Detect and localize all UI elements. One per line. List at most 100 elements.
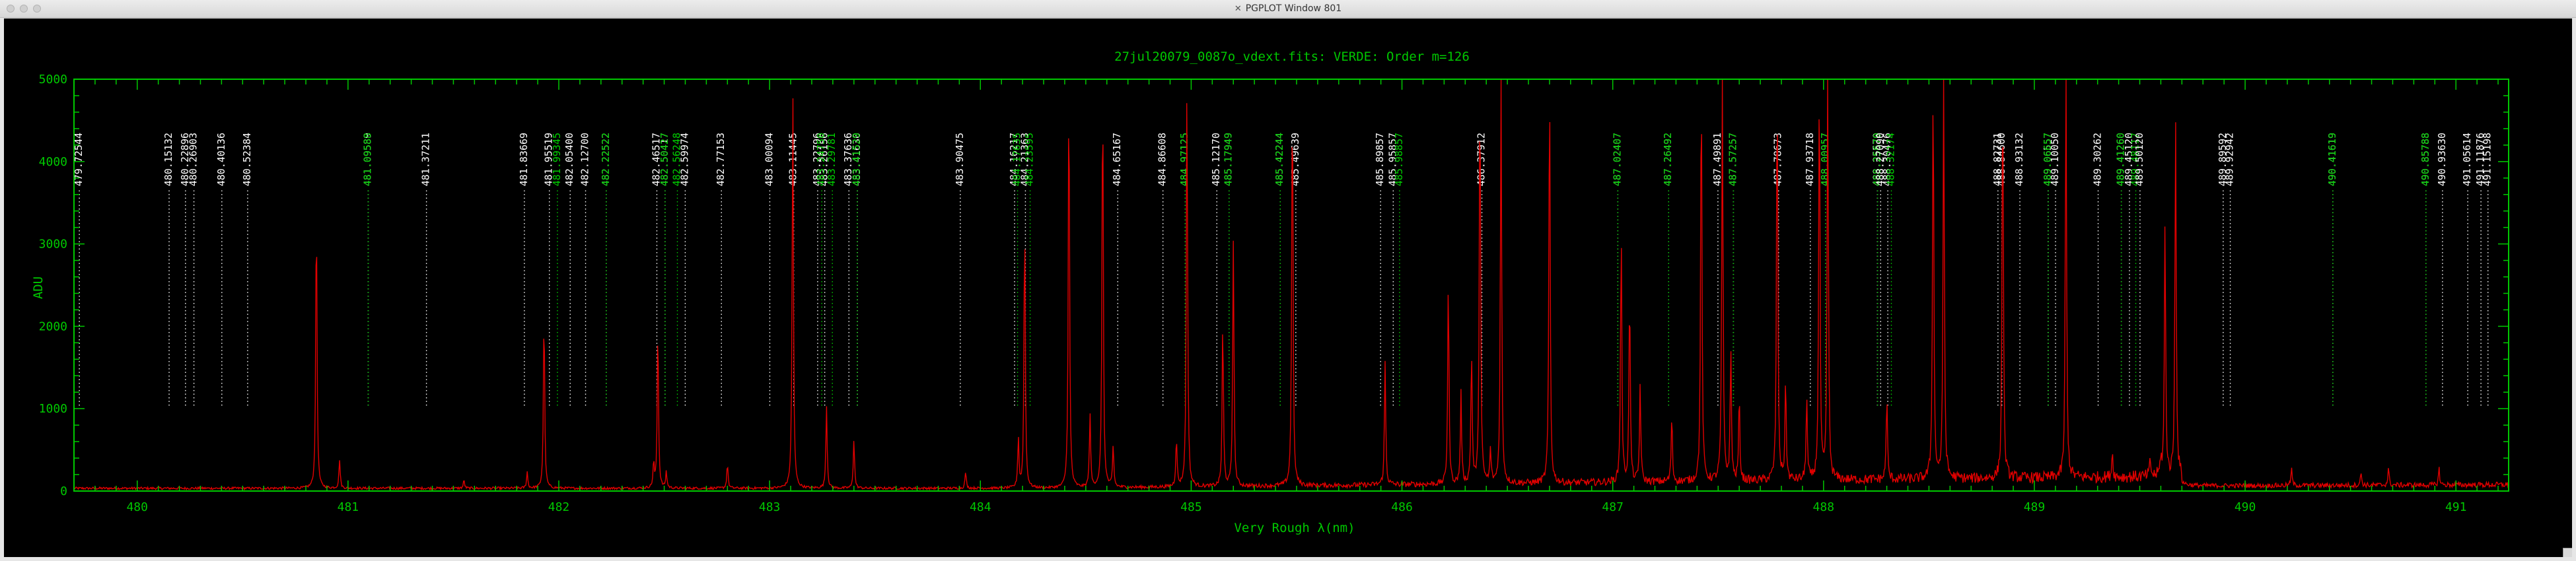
line-marker-label: 480.40136 [215, 133, 227, 186]
line-marker-label: 483.24750 [815, 133, 827, 186]
line-marker-label: 480.52384 [241, 133, 253, 186]
line-marker-label: 488.82731 [1991, 133, 2003, 186]
line-marker-label: 490.85788 [2419, 133, 2431, 186]
line-marker-label: 485.12170 [1210, 133, 1222, 186]
line-marker-label: 485.95857 [1386, 133, 1398, 186]
x-axis-ticks: 480 481 482 483 484 485 486 487 488 489 490 491 [73, 79, 2499, 514]
line-marker-label: 488.30476 [1881, 133, 1893, 186]
line-marker-label: 487.26492 [1662, 133, 1674, 186]
line-marker-label: 480.26903 [188, 133, 199, 186]
resize-handle[interactable] [2563, 548, 2572, 557]
line-marker-label: 487.57257 [1727, 133, 1738, 186]
line-marker-label: 481.09589 [361, 133, 373, 186]
line-marker-label: 488.27090 [1874, 133, 1886, 186]
y-tick-label: 3000 [39, 238, 67, 251]
line-marker-label: 487.26492 [1662, 133, 1674, 186]
line-marker-label: 491.11876 [2474, 133, 2486, 186]
line-marker-label: 481.09588 [361, 133, 373, 186]
line-marker-label: 480.15132 [162, 133, 174, 186]
line-marker-label: 488.93132 [2013, 133, 2025, 186]
line-marker-label: 482.46517 [650, 133, 662, 186]
x-axis-label: Very Rough λ(nm) [1234, 521, 1355, 535]
line-marker-label: 481.37211 [420, 133, 432, 186]
line-marker-label: 487.02407 [1611, 133, 1623, 186]
line-marker-label: 486.37912 [1476, 133, 1487, 186]
line-marker-label: 485.42244 [1273, 133, 1285, 186]
line-marker-label: 481.99345 [551, 133, 563, 186]
line-marker-label: 482.22522 [600, 133, 612, 186]
line-marker-label: 483.22796 [811, 133, 823, 186]
line-marker-label: 483.00094 [763, 133, 775, 186]
x-tick-label: 486 [1391, 500, 1413, 514]
line-marker-label: 488.25679 [1871, 133, 1883, 186]
line-marker-label: 479.72544 [73, 133, 85, 186]
line-marker-label: 482.12700 [579, 133, 591, 186]
line-marker-label: 482.22522 [600, 133, 612, 186]
y-tick-label: 0 [60, 484, 67, 498]
plot-frame [73, 79, 2509, 492]
line-marker-label: 487.93718 [1804, 133, 1816, 186]
line-marker-label: 491.15198 [2482, 133, 2493, 186]
line-marker-label: 485.49639 [1289, 133, 1301, 186]
line-marker-label: 484.16217 [1008, 133, 1020, 186]
line-marker-label: 482.50427 [659, 133, 670, 186]
line-marker-label: 490.41619 [2326, 133, 2338, 186]
line-marker-label: 484.21363 [1019, 133, 1030, 186]
line-marker-label: 488.84600 [1995, 133, 2007, 186]
line-marker-label: 482.59974 [678, 133, 690, 186]
line-marker-label: 483.26156 [818, 133, 830, 186]
zoom-button[interactable] [33, 5, 41, 13]
line-marker-label: 487.49891 [1711, 133, 1723, 186]
line-marker-label: 489.41260 [2115, 133, 2127, 186]
x-tick-label: 487 [1602, 500, 1624, 514]
window-title: PGPLOT Window 801 [1245, 3, 1342, 14]
window-title-area: ✕ PGPLOT Window 801 [0, 3, 2576, 14]
line-marker-label: 481.83669 [518, 133, 530, 186]
x-tick-label: 488 [1813, 500, 1835, 514]
line-marker-label: 489.50120 [2133, 133, 2145, 186]
x11-icon: ✕ [1234, 4, 1242, 14]
plot-window[interactable]: 479.72544 480.15132 480.22896 480.26903 480.… [4, 18, 2572, 557]
line-marker-label: 482.77153 [715, 133, 727, 186]
spectrum-line [73, 79, 2509, 491]
line-marker-label: 485.17949 [1223, 133, 1234, 186]
line-marker-label: 482.05400 [563, 133, 575, 186]
window-titlebar: ✕ PGPLOT Window 801 [0, 0, 2576, 18]
x-tick-label: 484 [970, 500, 991, 514]
line-marker-label: 488.32174 [1884, 133, 1896, 186]
line-marker-label: 483.37636 [842, 133, 854, 186]
x-tick-label: 483 [759, 500, 781, 514]
line-marker-label: 482.56248 [671, 133, 683, 186]
line-marker-label: 487.02407 [1611, 133, 1623, 186]
line-marker-label: 485.98857 [1393, 133, 1405, 186]
minimize-button[interactable] [20, 5, 28, 13]
line-marker-label: 484.86608 [1157, 133, 1168, 186]
line-marker-label: 483.90475 [954, 133, 966, 186]
line-marker-label: 489.89592 [2217, 133, 2229, 186]
line-marker-label: 484.17635 [1011, 133, 1023, 186]
line-marker-label: 489.45120 [2123, 133, 2135, 186]
line-marker-label: 485.89857 [1374, 133, 1386, 186]
line-marker-label: 489.41260 [2115, 133, 2127, 186]
line-marker-label: 484.23595 [1024, 133, 1036, 186]
line-marker-label: 490.85788 [2419, 133, 2431, 186]
y-axis-label: ADU [31, 277, 46, 299]
line-marker-label: 483.41529 [851, 133, 863, 186]
x-tick-label: 482 [548, 500, 570, 514]
line-marker-label: 488.25570 [1871, 133, 1882, 186]
x-tick-label: 489 [2024, 500, 2046, 514]
close-button[interactable] [7, 5, 15, 13]
plot-background [4, 18, 2572, 557]
line-marker-label: 480.22896 [179, 133, 191, 186]
line-marker-label: 483.41630 [851, 133, 863, 186]
y-axis-ticks: 0 1000 2000 3000 4000 5000 [39, 73, 2509, 498]
y-tick-label: 2000 [39, 319, 67, 333]
line-marker-label: 484.65167 [1111, 133, 1123, 186]
line-marker-label: 489.06657 [2042, 133, 2054, 186]
line-marker-label: 491.05614 [2461, 133, 2473, 186]
line-marker-label: 485.17949 [1223, 133, 1234, 186]
line-marker-label: 482.50417 [659, 133, 670, 186]
line-marker-label: 481.95519 [543, 133, 555, 186]
